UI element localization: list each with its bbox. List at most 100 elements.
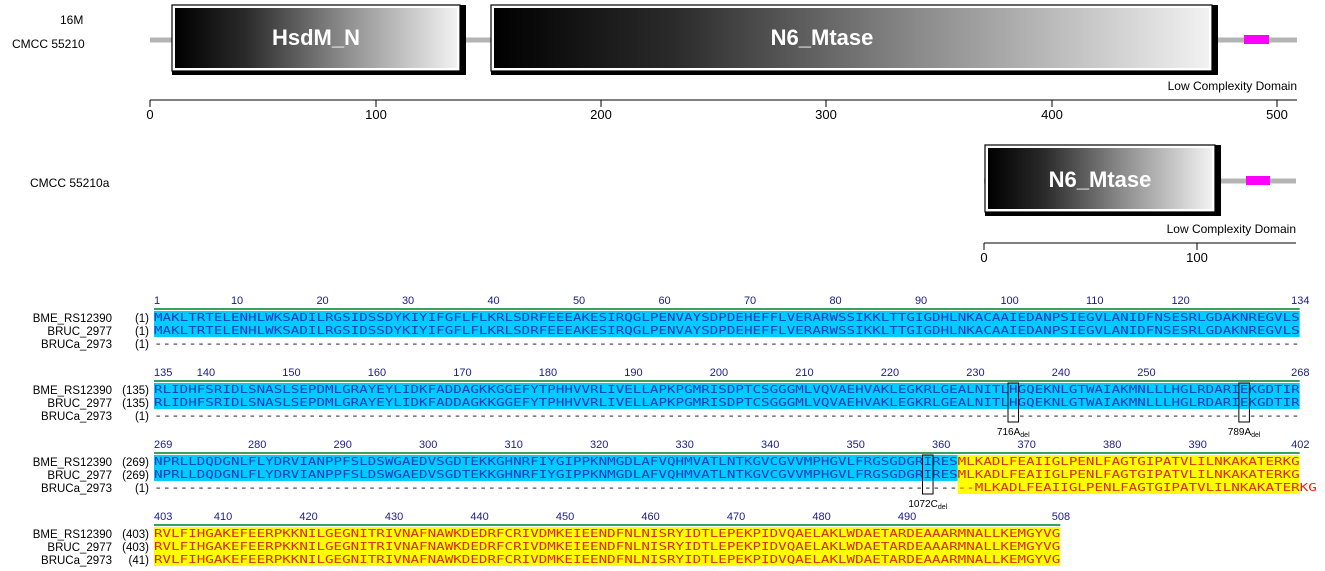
consensus-bar xyxy=(154,308,1300,310)
low-complexity-label: Low Complexity Domain xyxy=(1168,79,1297,93)
consensus-bar xyxy=(154,524,1061,526)
aligned-highlight xyxy=(154,396,1300,409)
aligned-highlight xyxy=(957,481,1300,494)
deletion-label: 1072Cdel xyxy=(908,499,947,511)
aligned-highlight xyxy=(154,468,958,481)
ruler-number: 90 xyxy=(915,295,927,307)
ruler-number: 160 xyxy=(368,367,386,379)
panel-b-domain-map: CMCC 55210a N6_Mtase Low Complexity Doma… xyxy=(30,144,1296,265)
ruler-number: 200 xyxy=(710,367,728,379)
ruler-number: 310 xyxy=(505,439,523,451)
sequence-name: BRUC_2977 xyxy=(47,542,112,554)
low-complexity-domain xyxy=(1244,35,1269,44)
ruler-number: 60 xyxy=(658,295,670,307)
ruler-number: 320 xyxy=(590,439,608,451)
deletion-box xyxy=(1007,382,1020,423)
low-complexity-domain-b xyxy=(1246,176,1270,185)
sequence-row: NPRLLDQDGNLFLYDRVIANPPFSLDSWGAEDVSGDTEKK… xyxy=(154,469,958,481)
ruler-number: 403 xyxy=(154,511,172,523)
consensus-bar xyxy=(154,380,1300,382)
aligned-highlight xyxy=(154,540,1061,553)
axis-tick-label: 100 xyxy=(365,107,387,122)
ruler-number: 410 xyxy=(214,511,232,523)
ruler-number: 290 xyxy=(334,439,352,451)
ruler-number: 1 xyxy=(154,295,160,307)
low-complexity-label-b: Low Complexity Domain xyxy=(1167,222,1296,236)
sequence-name: BRUCa_2973 xyxy=(41,555,112,567)
ruler-number: 220 xyxy=(881,367,899,379)
axis-tick-label: 0 xyxy=(146,107,153,122)
deletion-label: 789Adel xyxy=(1228,427,1261,439)
sequence-start: (135) xyxy=(122,385,149,397)
sequence-row: NPRLLDQDGNLFLYDRVIANPPFSLDSWGAEDVSGDTEKK… xyxy=(154,456,958,468)
n6-mtase-domain: N6_Mtase xyxy=(490,4,1218,75)
ruler-number: 134 xyxy=(1291,295,1309,307)
ruler-number: 230 xyxy=(966,367,984,379)
sequence-name: BME_RS12390 xyxy=(33,529,112,541)
aligned-highlight xyxy=(154,383,1300,396)
sequence-name: BME_RS12390 xyxy=(33,457,112,469)
sequence-start: (269) xyxy=(122,470,149,482)
ruler-number: 269 xyxy=(154,439,172,451)
ruler-number: 135 xyxy=(154,367,172,379)
sequence-start: (135) xyxy=(122,398,149,410)
ruler-number: 100 xyxy=(1000,295,1018,307)
ruler-number: 480 xyxy=(812,511,830,523)
aligned-highlight xyxy=(154,324,1300,337)
ruler-number: 150 xyxy=(282,367,300,379)
strain-name-label-b: CMCC 55210a xyxy=(30,176,110,190)
ruler-number: 170 xyxy=(453,367,471,379)
gap-row: ----------------------------------------… xyxy=(154,337,1300,350)
scale-axis-b: 0 100 xyxy=(980,242,1296,265)
ruler-number: 380 xyxy=(1103,439,1121,451)
ruler-number: 470 xyxy=(727,511,745,523)
n6-mtase-domain-b: N6_Mtase xyxy=(984,144,1221,216)
aligned-highlight xyxy=(154,455,958,468)
aligned-highlight xyxy=(154,311,1300,324)
ruler-number: 440 xyxy=(470,511,488,523)
deletion-label: 716Adel xyxy=(997,427,1030,439)
panel-a-domain-map: 16M CMCC 55210 HsdM_N N6_Mtase Low Compl… xyxy=(12,4,1297,122)
axis-tick-label: 100 xyxy=(1186,250,1208,265)
ruler-number: 420 xyxy=(299,511,317,523)
ruler-number: 460 xyxy=(641,511,659,523)
ruler-number: 30 xyxy=(402,295,414,307)
sequence-alignment: 1 10 20 30 40 50 60 70 80 90 100 110 120 134BME_RS123… xyxy=(33,295,1317,567)
ruler-number: 50 xyxy=(573,295,585,307)
ruler-number: 390 xyxy=(1189,439,1207,451)
aligned-highlight xyxy=(957,468,1300,481)
ruler-number: 40 xyxy=(487,295,499,307)
axis-tick-label: 300 xyxy=(815,107,837,122)
sequence-name: BRUCa_2973 xyxy=(41,411,112,423)
axis-tick-label: 0 xyxy=(980,250,987,265)
sequence-name: BRUC_2977 xyxy=(47,326,112,338)
sequence-start: (1) xyxy=(135,411,149,423)
ruler-number: 360 xyxy=(932,439,950,451)
deletion-box xyxy=(922,454,934,495)
ruler-number: 430 xyxy=(385,511,403,523)
sequence-start: (1) xyxy=(135,326,149,338)
sequence-name: BRUCa_2973 xyxy=(41,483,112,495)
ruler-number: 190 xyxy=(624,367,642,379)
ruler-number: 10 xyxy=(231,295,243,307)
ruler-number: 240 xyxy=(1052,367,1070,379)
ruler-number: 80 xyxy=(829,295,841,307)
sequence-start: (1) xyxy=(135,313,149,325)
strain-name-label: CMCC 55210 xyxy=(12,37,85,51)
ruler-number: 350 xyxy=(847,439,865,451)
sequence-row: MAKLTRTELENHLWKSADILRGSIDSSDYKIYIFGFLFLK… xyxy=(154,325,1300,337)
sequence-start: (403) xyxy=(122,542,149,554)
sequence-name: BRUCa_2973 xyxy=(41,339,112,351)
ruler-number: 450 xyxy=(556,511,574,523)
sequence-start: (269) xyxy=(122,457,149,469)
sequence-row: RLIDHFSRIDLSNASLSEPDMLGRAYEYLIDKFADDAGKK… xyxy=(154,384,1301,396)
ruler-number: 210 xyxy=(795,367,813,379)
sequence-name: BRUC_2977 xyxy=(47,398,112,410)
hsdm-n-domain-label: HsdM_N xyxy=(272,25,360,50)
sequence-row: RLIDHFSRIDLSNASLSEPDMLGRAYEYLIDKFADDAGKK… xyxy=(154,397,1301,409)
ruler-number: 110 xyxy=(1086,295,1104,307)
ruler-number: 402 xyxy=(1291,439,1309,451)
sequence-name: BRUC_2977 xyxy=(47,470,112,482)
ruler-number: 300 xyxy=(419,439,437,451)
